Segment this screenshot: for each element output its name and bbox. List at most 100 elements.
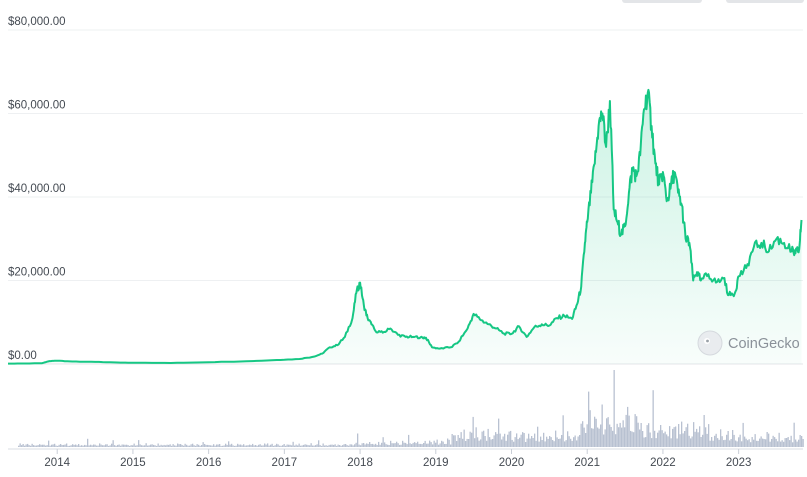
volume-bar <box>495 432 497 447</box>
volume-bar <box>618 427 620 447</box>
volume-bar <box>682 433 684 447</box>
volume-bar <box>778 432 780 447</box>
volume-bar <box>750 442 752 447</box>
volume-bar <box>289 444 291 447</box>
volume-bar <box>562 415 564 447</box>
volume-bar <box>580 423 582 447</box>
volume-bar <box>511 439 513 447</box>
volume-bar <box>697 432 699 447</box>
volume-bar <box>358 444 360 447</box>
volume-bar <box>292 441 294 447</box>
volume-bar <box>486 440 488 447</box>
volume-bar <box>660 425 662 447</box>
volume-bar <box>37 445 39 447</box>
volume-bar <box>285 445 287 447</box>
volume-bar <box>225 443 227 447</box>
volume-bar <box>693 422 695 447</box>
volume-bar <box>355 442 357 447</box>
volume-bar <box>249 444 251 447</box>
volume-bar <box>93 444 95 447</box>
volume-bar <box>91 445 93 447</box>
volume-bar <box>165 445 167 447</box>
volume-bar <box>63 444 65 447</box>
volume-bar <box>646 425 648 447</box>
volume-bar <box>694 431 696 447</box>
range-tab-2[interactable] <box>726 0 804 3</box>
volume-bar <box>666 434 668 447</box>
volume-bar <box>100 444 102 447</box>
volume-bar <box>663 433 665 447</box>
volume-bar <box>51 444 53 447</box>
volume-bar <box>504 433 506 447</box>
volume-bar <box>295 444 297 447</box>
volume-bar <box>102 445 104 447</box>
volume-bar <box>376 445 378 447</box>
volume-bar <box>114 445 116 447</box>
volume-bar <box>336 445 338 447</box>
volume-bar <box>772 435 774 447</box>
volume-bar <box>475 427 477 447</box>
volume-bar <box>517 439 519 447</box>
volume-bar <box>490 439 492 447</box>
volume-bar <box>421 444 423 447</box>
volume-bar <box>501 439 503 447</box>
volume-bar <box>444 444 446 447</box>
volume-bar <box>217 444 219 447</box>
volume-bar <box>28 445 30 447</box>
volume-bar <box>351 444 353 447</box>
volume-bar <box>333 444 335 447</box>
volume-bar <box>643 437 645 447</box>
volume-bar <box>609 424 611 447</box>
volume-bar <box>22 444 24 447</box>
volume-bar <box>420 443 422 447</box>
volume-bar <box>601 404 603 447</box>
volume-bar <box>595 418 597 447</box>
volume-bar <box>84 444 86 447</box>
volume-bar <box>520 434 522 447</box>
volume-bar <box>781 440 783 447</box>
volume-bar <box>795 439 797 447</box>
volume-bar <box>154 445 156 447</box>
volume-bar <box>630 430 632 447</box>
volume-bar <box>564 441 566 447</box>
volume-bar <box>802 439 804 447</box>
volume-bar <box>619 422 621 447</box>
volume-bar <box>703 415 705 447</box>
volume-bar <box>681 421 683 447</box>
volume-bar <box>516 433 518 447</box>
volume-bar <box>787 437 789 447</box>
volume-bar <box>484 436 486 447</box>
volume-bar <box>343 444 345 447</box>
volume-bar <box>576 440 578 447</box>
volume-bar <box>180 444 182 447</box>
volume-bar <box>765 439 767 447</box>
range-tab-1[interactable] <box>622 0 702 3</box>
volume-bar <box>142 445 144 447</box>
volume-bar <box>687 423 689 447</box>
volume-bar <box>769 441 771 447</box>
volume-bar <box>136 445 138 447</box>
volume-bar <box>579 435 581 447</box>
volume-bar <box>174 445 176 447</box>
volume-bar <box>216 444 218 447</box>
volume-bar <box>366 443 368 447</box>
volume-bar <box>453 435 455 447</box>
volume-bar <box>705 427 707 447</box>
volume-bar <box>231 443 233 447</box>
volume-bar <box>688 435 690 447</box>
volume-bar <box>82 445 84 447</box>
watermark: CoinGecko <box>697 330 800 356</box>
volume-bar <box>312 445 314 447</box>
volume-bar <box>379 444 381 447</box>
y-tick-label: $40,000.00 <box>8 183 66 195</box>
volume-bar <box>460 432 462 447</box>
volume-bar <box>126 444 128 447</box>
volume-bar <box>534 433 536 447</box>
volume-bar <box>723 440 725 447</box>
volume-bar <box>99 443 101 447</box>
volume-bar <box>439 443 441 447</box>
volume-bar <box>652 390 654 447</box>
volume-bar <box>60 444 62 447</box>
volume-bar <box>220 445 222 447</box>
volume-bar <box>429 440 431 447</box>
